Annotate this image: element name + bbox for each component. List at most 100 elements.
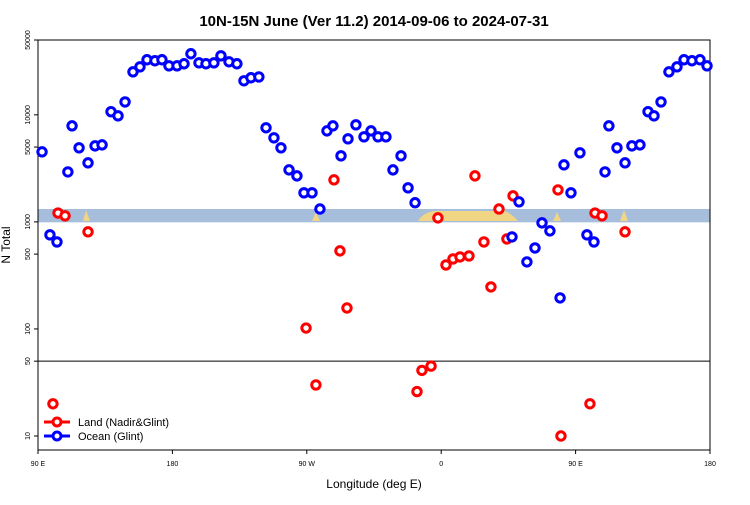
legend-marker — [51, 416, 63, 428]
point — [112, 110, 124, 122]
x-tick-label: 180 — [704, 461, 716, 468]
point — [208, 57, 220, 69]
point — [350, 119, 362, 131]
y-tick-label: 1000 — [25, 214, 32, 230]
legend-label: Ocean (Glint) — [78, 431, 143, 443]
point — [558, 159, 570, 171]
point — [529, 242, 541, 254]
point — [314, 203, 326, 215]
point — [387, 164, 399, 176]
point — [380, 131, 392, 143]
point — [581, 229, 593, 241]
point — [425, 360, 437, 372]
point — [409, 197, 421, 209]
y-axis-label: N Total — [0, 226, 13, 263]
point — [599, 166, 611, 178]
point — [536, 217, 548, 229]
point — [300, 322, 312, 334]
point — [554, 292, 566, 304]
x-tick-label: 180 — [167, 461, 179, 468]
y-tick-label: 50 — [25, 357, 32, 365]
point — [134, 61, 146, 73]
point — [310, 379, 322, 391]
point — [156, 54, 168, 66]
point — [342, 133, 354, 145]
legend-label: Land (Nadir&Glint) — [78, 417, 169, 429]
y-tick-label: 10 — [25, 432, 32, 440]
point — [127, 66, 139, 78]
chart-title: 10N-15N June (Ver 11.2) 2014-09-06 to 20… — [199, 13, 548, 30]
point — [588, 236, 600, 248]
point — [485, 281, 497, 293]
point — [82, 226, 94, 238]
point — [328, 174, 340, 186]
point — [596, 210, 608, 222]
point — [73, 142, 85, 154]
point — [584, 398, 596, 410]
point — [655, 96, 667, 108]
point — [66, 120, 78, 132]
point — [619, 157, 631, 169]
point — [395, 150, 407, 162]
point — [119, 96, 131, 108]
point — [416, 364, 428, 377]
point — [463, 250, 475, 262]
point — [62, 166, 74, 178]
point — [619, 226, 631, 238]
point — [552, 184, 564, 196]
point — [253, 71, 265, 83]
point — [36, 146, 48, 158]
point — [82, 157, 94, 169]
point — [454, 251, 466, 263]
point — [185, 48, 197, 60]
point — [411, 385, 423, 398]
point — [51, 236, 63, 248]
point — [306, 187, 318, 199]
y-tick-label: 10000 — [25, 105, 32, 125]
point — [611, 142, 623, 154]
coverage-shape — [83, 210, 628, 221]
point — [544, 225, 556, 237]
x-tick-label: 90 E — [31, 461, 46, 468]
point — [634, 139, 646, 151]
point — [334, 245, 346, 257]
y-tick-label: 50000 — [25, 30, 32, 50]
point — [402, 182, 414, 194]
point — [327, 120, 339, 132]
x-axis-label: Longitude (deg E) — [326, 477, 421, 491]
point — [275, 142, 287, 154]
x-tick-label: 90 E — [568, 461, 583, 468]
point — [268, 132, 280, 144]
point — [603, 120, 615, 132]
point — [47, 398, 59, 410]
point — [701, 60, 713, 72]
point — [493, 203, 505, 215]
point — [365, 125, 377, 137]
point — [506, 231, 518, 243]
point — [215, 50, 227, 62]
point — [440, 259, 452, 271]
point — [231, 58, 243, 70]
point — [432, 212, 444, 224]
point — [44, 229, 56, 241]
point — [178, 58, 190, 70]
x-tick-label: 0 — [439, 461, 443, 468]
point — [291, 170, 303, 182]
point — [565, 187, 577, 199]
band — [38, 208, 710, 223]
point — [663, 66, 675, 78]
point — [648, 110, 660, 122]
point — [260, 122, 272, 134]
y-tick-label: 500 — [25, 248, 32, 260]
point — [358, 131, 370, 143]
point — [59, 210, 71, 222]
point — [694, 54, 706, 66]
point — [341, 302, 353, 314]
y-tick-label: 100 — [25, 323, 32, 335]
point — [96, 139, 108, 151]
point — [513, 196, 525, 208]
point — [335, 150, 347, 162]
point — [555, 430, 567, 442]
